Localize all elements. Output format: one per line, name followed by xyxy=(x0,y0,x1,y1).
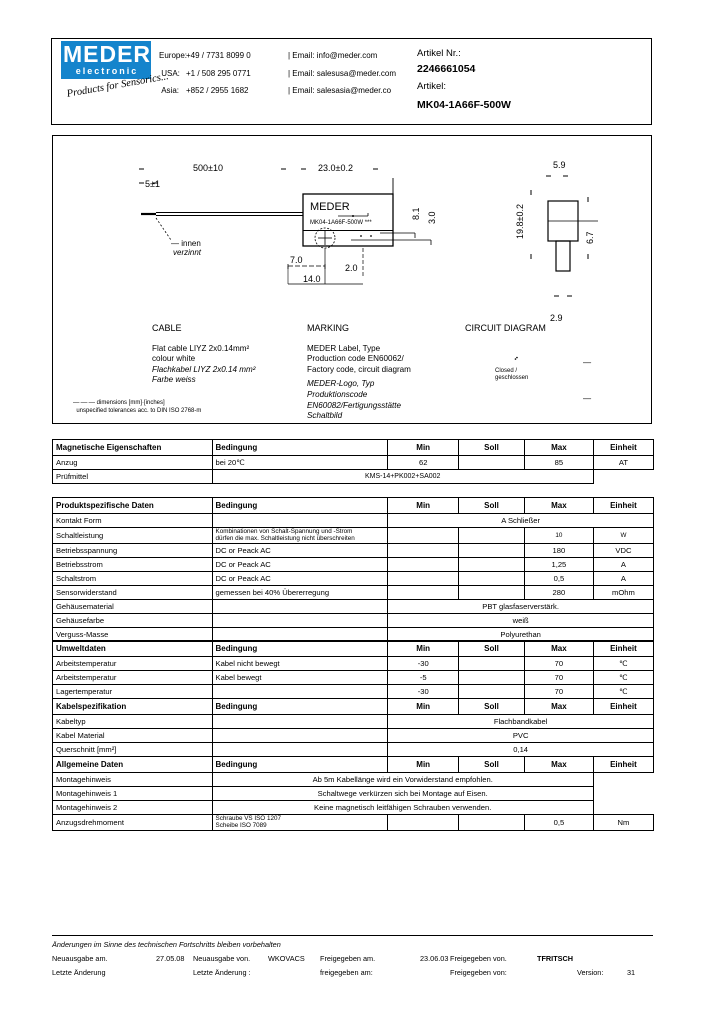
svg-text:7.0: 7.0 xyxy=(290,255,303,265)
svg-text:8.1: 8.1 xyxy=(411,207,421,220)
svg-text:5.9: 5.9 xyxy=(553,160,566,170)
svg-text:MK04-1A66F-500W ***: MK04-1A66F-500W *** xyxy=(310,220,372,226)
svg-text:2.0: 2.0 xyxy=(345,263,358,273)
svg-text:3.0: 3.0 xyxy=(427,211,437,224)
svg-text:6.7: 6.7 xyxy=(585,231,595,244)
svg-text:14.0: 14.0 xyxy=(303,274,321,284)
svg-text:2.9: 2.9 xyxy=(550,313,563,323)
svg-text:19.8±0.2: 19.8±0.2 xyxy=(515,204,525,239)
svg-text:23.0±0.2: 23.0±0.2 xyxy=(318,163,353,173)
svg-text:500±10: 500±10 xyxy=(193,163,223,173)
svg-text:MEDER: MEDER xyxy=(310,201,350,213)
svg-text:5±1: 5±1 xyxy=(145,179,160,189)
svg-text:verzinnt: verzinnt xyxy=(173,248,202,257)
svg-text:— innen: — innen xyxy=(171,239,201,248)
